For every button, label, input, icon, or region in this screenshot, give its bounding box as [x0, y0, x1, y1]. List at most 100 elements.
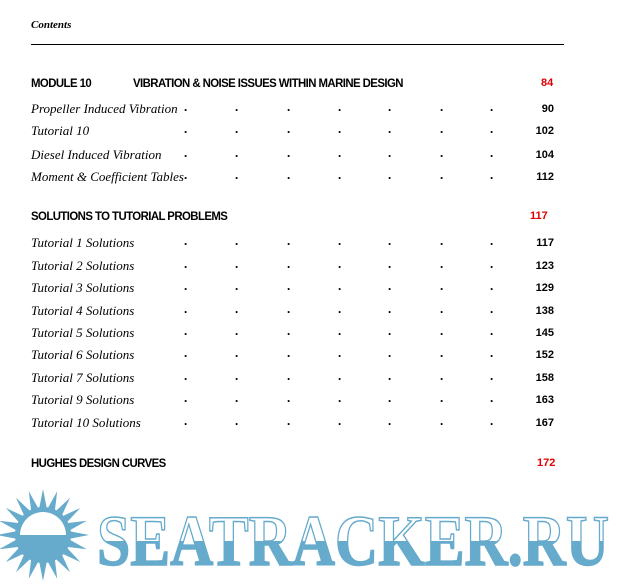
leader-dot: .	[490, 99, 494, 114]
leader-dot: .	[490, 413, 494, 428]
toc-entry-page: 167	[535, 417, 554, 429]
leader-dot: .	[388, 233, 392, 248]
leader-dot: .	[388, 323, 392, 338]
leader-dot: .	[440, 323, 444, 338]
leader-dot: .	[338, 345, 342, 360]
leader-dot: .	[490, 145, 494, 160]
section-title: SOLUTIONS TO TUTORIAL PROBLEMS	[31, 209, 228, 223]
header-rule	[31, 44, 564, 45]
leader-dot: .	[184, 301, 188, 316]
leader-dot: .	[490, 301, 494, 316]
leader-dot: .	[235, 368, 239, 383]
leader-dot: .	[338, 145, 342, 160]
leader-dot: .	[184, 99, 188, 114]
toc-entry-page: 129	[535, 282, 554, 294]
leader-dot: .	[235, 413, 239, 428]
leader-dot: .	[440, 345, 444, 360]
leader-dot: .	[184, 233, 188, 248]
leader-dot: .	[287, 256, 291, 271]
leader-dot: .	[490, 121, 494, 136]
leader-dot: .	[235, 121, 239, 136]
toc-entry-title: Tutorial 7 Solutions	[31, 370, 135, 385]
leader-dot: .	[490, 256, 494, 271]
leader-dot: .	[338, 301, 342, 316]
leader-dot: .	[490, 323, 494, 338]
seatracker-watermark-logo: SEATRACKER.RU	[0, 489, 610, 582]
toc-entry-title: Propeller Induced Vibration	[31, 101, 178, 116]
leader-dot: .	[338, 323, 342, 338]
leader-dot: .	[184, 413, 188, 428]
toc-entry-page: 152	[535, 349, 554, 361]
toc-entry-title: Tutorial 5 Solutions	[31, 325, 135, 340]
toc-entry-title: Tutorial 6 Solutions	[31, 347, 135, 362]
toc-entry-page: 123	[535, 260, 554, 272]
leader-dot: .	[287, 121, 291, 136]
leader-dot: .	[235, 256, 239, 271]
toc-entry-title: Tutorial 10 Solutions	[31, 415, 141, 430]
toc-entry-page: 112	[536, 171, 554, 183]
leader-dot: .	[440, 390, 444, 405]
leader-dot: .	[287, 323, 291, 338]
leader-dot: .	[440, 368, 444, 383]
leader-dot: .	[388, 121, 392, 136]
leader-dot: .	[235, 278, 239, 293]
leader-dot: .	[287, 278, 291, 293]
leader-dot: .	[490, 233, 494, 248]
leader-dot: .	[287, 145, 291, 160]
section-title: VIBRATION & NOISE ISSUES WITHIN MARINE D…	[133, 76, 404, 90]
toc-entry-page: 104	[535, 149, 554, 161]
leader-dot: .	[235, 145, 239, 160]
leader-dot: .	[235, 99, 239, 114]
leader-dot: .	[235, 167, 239, 182]
leader-dot: .	[490, 368, 494, 383]
leader-dot: .	[287, 390, 291, 405]
leader-dot: .	[287, 233, 291, 248]
leader-dot: .	[440, 256, 444, 271]
contents-header: Contents	[31, 19, 72, 31]
leader-dot: .	[440, 233, 444, 248]
leader-dot: .	[490, 278, 494, 293]
leader-dot: .	[184, 323, 188, 338]
leader-dot: .	[338, 167, 342, 182]
leader-dot: .	[338, 256, 342, 271]
leader-dot: .	[338, 278, 342, 293]
leader-dot: .	[235, 345, 239, 360]
toc-entry-title: Tutorial 2 Solutions	[31, 258, 135, 273]
leader-dot: .	[388, 413, 392, 428]
leader-dot: .	[184, 256, 188, 271]
watermark-text: SEATRACKER.RU	[97, 501, 609, 581]
leader-dot: .	[388, 390, 392, 405]
leader-dot: .	[338, 390, 342, 405]
leader-dot: .	[235, 301, 239, 316]
leader-dot: .	[440, 121, 444, 136]
leader-dot: .	[184, 167, 188, 182]
toc-entry-page: 163	[535, 394, 554, 406]
leader-dot: .	[287, 301, 291, 316]
leader-dot: .	[235, 233, 239, 248]
leader-dot: .	[440, 145, 444, 160]
leader-dot: .	[388, 256, 392, 271]
sun-icon	[0, 489, 89, 581]
leader-dot: .	[235, 390, 239, 405]
toc-entry-title: Tutorial 9 Solutions	[31, 392, 135, 407]
leader-dot: .	[184, 368, 188, 383]
leader-dot: .	[287, 345, 291, 360]
leader-dot: .	[388, 278, 392, 293]
toc-entry-title: Tutorial 3 Solutions	[31, 280, 135, 295]
leader-dot: .	[184, 121, 188, 136]
leader-dot: .	[388, 145, 392, 160]
leader-dot: .	[287, 413, 291, 428]
leader-dot: .	[440, 413, 444, 428]
toc-entry-title: Tutorial 1 Solutions	[31, 235, 135, 250]
leader-dot: .	[287, 167, 291, 182]
leader-dot: .	[388, 167, 392, 182]
leader-dot: .	[184, 278, 188, 293]
module-label: MODULE 10	[31, 76, 92, 90]
leader-dot: .	[184, 345, 188, 360]
toc-entry-page: 117	[536, 237, 554, 249]
leader-dot: .	[440, 278, 444, 293]
leader-dot: .	[338, 233, 342, 248]
toc-entry-page: 158	[535, 372, 554, 384]
toc-entry-page: 145	[535, 327, 554, 339]
leader-dot: .	[490, 345, 494, 360]
